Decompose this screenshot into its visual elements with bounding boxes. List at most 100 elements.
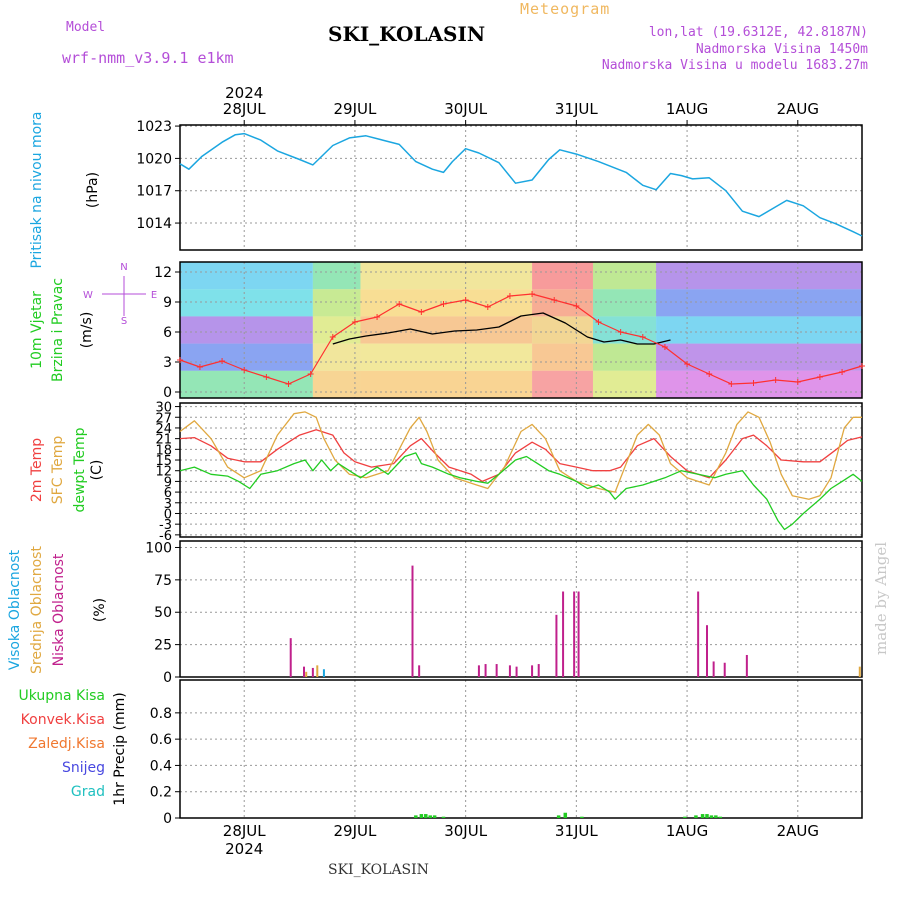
bar-precip-0-2 [424,814,428,818]
wind-barb-band-2-2 [360,316,533,344]
bar-precip-0-10 [694,815,698,818]
compass-s: S [121,316,127,327]
bar-cloud-2-0 [322,669,325,677]
gust-marker-7 [329,334,336,340]
bar-cloud-0-7 [495,664,498,677]
pressure-unit: (hPa) [85,172,101,208]
bar-cloud-0-3 [411,565,414,677]
ytick-label-cloud-1: 25 [154,638,172,654]
wind-barb-band-2-4 [360,370,533,398]
ytick-label-cloud-4: 100 [145,540,172,556]
gust-marker-20 [617,329,624,335]
ytick-label-wind-3: 9 [163,295,172,311]
x-label-bottom-0: 28JUL [223,822,266,840]
panel-frame-temperature [179,402,863,538]
x-label-top-3: 31JUL [555,100,598,118]
ytick-label-pressure-2: 1020 [136,151,172,167]
wind-barb-band-3-3 [532,343,593,371]
precip-title: 1hr Precip (mm) [112,692,128,805]
wind-barb-band-3-0 [532,262,593,290]
gust-marker-15 [506,293,513,299]
model-name: wrf-nmm_v3.9.1 e1km [62,49,234,67]
gust-marker-8 [351,319,358,325]
cloud-title-mid: Srednja Oblacnost [29,546,45,674]
panel-frame-wind [179,261,863,399]
x-label-bottom-2: 30JUL [444,822,487,840]
gust-marker-5 [285,381,292,387]
gust-marker-19 [595,319,602,325]
ytick-label-precip-2: 0.4 [150,758,172,774]
gust-marker-4 [263,374,270,380]
wind-barb-band-0-1 [180,289,313,317]
bar-precip-0-11 [700,814,705,818]
wind-barb-band-2-0 [360,262,533,290]
model-elevation-label: Nadmorska Visina u modelu 1683.27m [601,58,868,73]
bar-precip-0-15 [718,816,723,818]
bar-cloud-1-2 [858,666,861,677]
cloud-title-high: Visoka Oblacnost [7,549,23,670]
compass-cross [102,276,146,316]
temp-title-2m: 2m Temp [29,438,45,502]
bar-cloud-0-8 [508,665,511,677]
wind-barb-band-4-1 [592,289,657,317]
wind-barb-band-2-1 [360,289,533,317]
ytick-label-precip-4: 0.8 [150,706,172,722]
ytick-label-precip-0: 0 [163,811,172,827]
bar-cloud-0-20 [745,654,748,677]
year-top: 2024 [225,84,263,102]
wind-barb-band-3-2 [532,316,593,344]
model-label: Model [66,20,106,35]
wind-barb-band-4-3 [592,343,657,371]
gust-marker-3 [241,367,248,373]
ytick-label-temperature-5: 9 [164,475,172,490]
cloud-unit: (%) [92,598,108,622]
bar-precip-0-9 [683,816,687,818]
bar-cloud-0-12 [555,614,558,677]
precip-legend-3: Snijeg [62,760,105,776]
pressure-line [179,132,863,237]
ytick-label-pressure-1: 1017 [136,184,172,200]
ytick-label-temperature-0: -6 [159,529,172,544]
ytick-label-cloud-3: 75 [154,573,172,589]
cloud-title-low: Niska Oblacnost [51,553,67,666]
bar-precip-0-14 [714,815,718,818]
wind-barb-band-5-2 [656,316,862,344]
ytick-label-temperature-12: 30 [155,401,172,416]
gust-marker-12 [440,301,447,307]
ytick-label-temperature-2: 0 [164,507,172,522]
ytick-label-precip-3: 0.6 [150,732,172,748]
bar-cloud-0-10 [531,665,534,677]
bar-cloud-0-16 [697,591,700,677]
chart-kind-label: Meteogram [520,0,611,18]
wind-barb-band-0-0 [180,262,313,290]
ytick-label-precip-1: 0.2 [150,785,172,801]
gust-marker-25 [728,381,735,387]
bar-cloud-0-17 [706,625,708,677]
bar-cloud-0-4 [418,665,421,677]
precip-legend-2: Zaledj.Kisa [28,736,105,752]
gust-marker-10 [396,301,403,307]
bar-precip-0-1 [419,814,424,818]
gust-marker-6 [307,371,314,377]
x-label-top-5: 2AUG [777,100,819,118]
ytick-label-cloud-2: 50 [154,605,172,621]
wind-barb-band-4-4 [592,370,657,398]
pressure-title: Pritisak na nivou mora [29,111,45,268]
bar-precip-0-0 [414,815,418,818]
bar-cloud-0-11 [537,664,540,677]
x-label-top-2: 30JUL [444,100,487,118]
panel-frame-precip [179,679,863,819]
ytick-label-temperature-8: 18 [155,443,172,458]
bar-precip-0-3 [428,815,432,818]
gust-marker-31 [859,363,865,369]
wind-title-2: Brzina i Pravac [50,278,66,382]
compass-e: E [151,290,157,301]
bar-cloud-0-5 [477,665,480,677]
ytick-label-pressure-0: 1014 [136,216,172,232]
gust-marker-26 [750,380,757,386]
x-label-bottom-5: 2AUG [777,822,819,840]
ytick-label-temperature-9: 21 [155,433,172,448]
wind-barb-band-0-4 [180,370,313,398]
wind-barb-band-2-3 [360,343,533,371]
ytick-label-temperature-6: 12 [155,465,172,480]
